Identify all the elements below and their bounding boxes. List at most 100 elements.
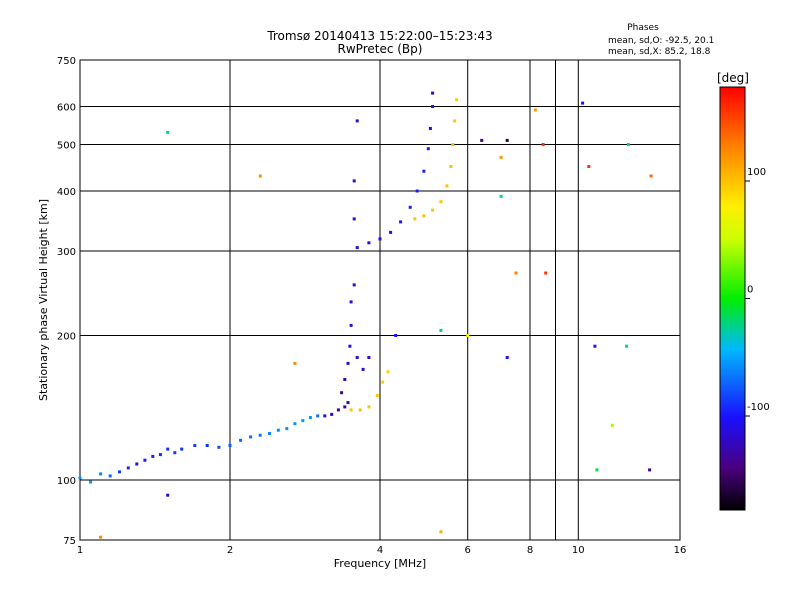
data-point bbox=[367, 405, 371, 409]
y-tick-label: 200 bbox=[57, 332, 76, 343]
data-point bbox=[544, 271, 548, 275]
data-point bbox=[258, 433, 262, 437]
data-point bbox=[408, 205, 412, 209]
data-point bbox=[375, 394, 379, 397]
data-point bbox=[358, 408, 362, 412]
data-point bbox=[336, 408, 340, 412]
data-point bbox=[285, 427, 289, 431]
data-point bbox=[439, 530, 443, 534]
data-point bbox=[99, 535, 103, 539]
data-point bbox=[343, 405, 347, 409]
data-point bbox=[480, 138, 484, 142]
data-point bbox=[428, 127, 432, 130]
y-tick-label: 100 bbox=[57, 476, 76, 487]
data-point bbox=[78, 476, 82, 480]
data-point bbox=[355, 356, 359, 359]
colorbar-label: [deg] bbox=[717, 71, 749, 85]
data-point bbox=[499, 155, 503, 159]
data-point bbox=[349, 300, 353, 304]
data-points bbox=[78, 91, 653, 539]
chart-title: Tromsø 20140413 15:22:00–15:23:43 bbox=[266, 29, 492, 43]
data-point bbox=[625, 344, 629, 348]
data-point bbox=[449, 165, 453, 168]
data-point bbox=[587, 165, 591, 168]
data-point bbox=[367, 356, 371, 359]
data-point bbox=[108, 474, 112, 478]
data-point bbox=[308, 416, 312, 419]
data-point bbox=[505, 138, 509, 142]
data-point bbox=[431, 105, 435, 108]
x-axis-label: Frequency [MHz] bbox=[334, 557, 426, 570]
data-point bbox=[166, 447, 170, 451]
colorbar-ticks: 100 0 -100 bbox=[745, 167, 770, 417]
data-point bbox=[422, 169, 426, 173]
data-point bbox=[595, 468, 599, 472]
data-point bbox=[293, 422, 297, 426]
colorbar-tick-label: 100 bbox=[747, 167, 766, 178]
data-point bbox=[349, 323, 353, 327]
data-point bbox=[343, 378, 347, 381]
stats-heading: Phases bbox=[627, 23, 659, 33]
data-point bbox=[239, 438, 243, 442]
data-point bbox=[394, 334, 398, 337]
data-point bbox=[445, 184, 449, 188]
data-point bbox=[389, 230, 393, 234]
x-tick-label: 4 bbox=[377, 545, 383, 556]
data-point bbox=[413, 217, 417, 221]
data-point bbox=[249, 435, 253, 439]
data-point bbox=[451, 143, 455, 146]
chart-subtitle: RwPretec (Bp) bbox=[338, 42, 423, 56]
y-tick-label: 600 bbox=[57, 103, 76, 114]
data-point bbox=[381, 380, 385, 384]
data-point bbox=[626, 143, 630, 146]
data-point bbox=[166, 493, 170, 497]
data-point bbox=[268, 432, 271, 435]
data-point bbox=[346, 401, 350, 405]
stats-line-x: mean, sd,X: 85.2, 18.8 bbox=[608, 47, 711, 57]
data-point bbox=[466, 334, 470, 337]
x-tick-label: 2 bbox=[227, 545, 233, 556]
data-point bbox=[431, 91, 435, 95]
x-tick-label: 6 bbox=[465, 545, 471, 556]
data-point bbox=[193, 444, 197, 447]
data-point bbox=[431, 208, 435, 212]
colorbar bbox=[719, 86, 746, 511]
data-point bbox=[228, 444, 232, 447]
data-point bbox=[378, 237, 382, 241]
data-point bbox=[610, 423, 614, 427]
y-tick-label: 400 bbox=[57, 187, 76, 198]
grid-lines bbox=[80, 60, 680, 540]
colorbar-tick-label: -100 bbox=[747, 402, 770, 413]
data-point bbox=[505, 356, 509, 359]
data-point bbox=[276, 428, 280, 432]
data-point bbox=[533, 108, 537, 112]
data-point bbox=[593, 344, 597, 348]
y-tick-label: 750 bbox=[57, 56, 76, 67]
data-point bbox=[455, 98, 459, 102]
x-tick-label: 16 bbox=[674, 545, 687, 556]
data-point bbox=[143, 458, 147, 462]
data-point bbox=[355, 246, 359, 250]
data-point bbox=[349, 408, 353, 412]
data-point bbox=[453, 119, 457, 123]
data-point bbox=[439, 328, 443, 332]
data-point bbox=[355, 119, 359, 123]
data-point bbox=[135, 462, 139, 466]
data-point bbox=[649, 174, 653, 178]
data-point bbox=[348, 344, 352, 348]
data-point bbox=[352, 283, 356, 287]
data-point bbox=[415, 189, 419, 193]
data-point bbox=[180, 447, 184, 451]
data-point bbox=[541, 143, 545, 146]
y-tick-label: 500 bbox=[57, 141, 76, 152]
data-point bbox=[386, 370, 390, 374]
data-point bbox=[151, 454, 155, 458]
data-point bbox=[581, 101, 585, 105]
data-point bbox=[89, 480, 93, 484]
data-point bbox=[367, 241, 371, 245]
data-point bbox=[422, 214, 426, 218]
x-tick-label: 10 bbox=[572, 545, 585, 556]
data-point bbox=[439, 200, 443, 204]
data-point bbox=[346, 361, 350, 365]
